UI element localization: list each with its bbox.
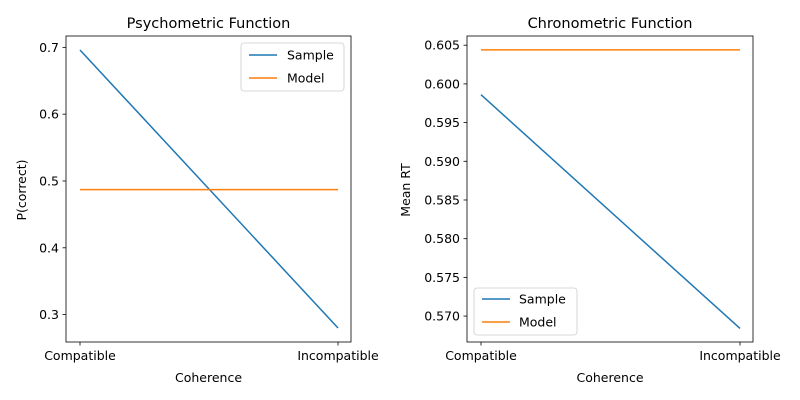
y-tick-label: 0.585 xyxy=(424,192,460,207)
y-axis-label: Mean RT xyxy=(398,163,413,217)
series-group xyxy=(79,49,339,329)
y-tick-label: 0.600 xyxy=(424,76,460,91)
y-tick-label: 0.3 xyxy=(39,307,59,322)
chart-psychometric: Psychometric Function Coherence P(correc… xyxy=(14,16,379,385)
y-tick-label: 0.4 xyxy=(39,240,59,255)
y-tick-label: 0.590 xyxy=(424,154,460,169)
plot-frame xyxy=(65,35,352,343)
chart-chronometric: Chronometric Function Coherence Mean RT … xyxy=(398,16,781,385)
y-tick-label: 0.605 xyxy=(424,38,460,53)
series-line-sample xyxy=(480,94,741,330)
legend-label-model: Model xyxy=(519,315,557,330)
y-tick-label: 0.595 xyxy=(424,115,460,130)
legend-label-sample: Sample xyxy=(287,48,334,63)
y-tick-label: 0.570 xyxy=(424,309,460,324)
x-tick-label: Incompatible xyxy=(297,348,379,363)
y-tick-label: 0.575 xyxy=(424,270,460,285)
x-axis-label: Coherence xyxy=(576,370,643,385)
legend-label-sample: Sample xyxy=(519,292,566,307)
x-tick-label: Compatible xyxy=(44,348,116,363)
x-tick-label: Incompatible xyxy=(699,348,781,363)
chart-title: Psychometric Function xyxy=(127,16,291,32)
y-tick-label: 0.6 xyxy=(39,107,59,122)
y-axis-label: P(correct) xyxy=(14,159,29,220)
y-tick-label: 0.7 xyxy=(39,40,59,55)
series-group xyxy=(480,49,741,330)
legend: Sample Model xyxy=(473,287,578,336)
x-axis-label: Coherence xyxy=(175,370,242,385)
plot-frame xyxy=(466,35,754,343)
y-tick-label: 0.5 xyxy=(39,173,59,188)
x-tick-label: Compatible xyxy=(445,348,517,363)
y-tick-label: 0.580 xyxy=(424,231,460,246)
legend: Sample Model xyxy=(240,42,345,92)
legend-label-model: Model xyxy=(287,71,325,86)
tick-group: 0.570 0.575 0.580 0.585 0.590 0.595 0.600 0.605… xyxy=(424,38,781,363)
chart-title: Chronometric Function xyxy=(528,16,693,32)
tick-group: 0.3 0.4 0.5 0.6 0.7 Compatible Incompatible xyxy=(39,40,379,363)
